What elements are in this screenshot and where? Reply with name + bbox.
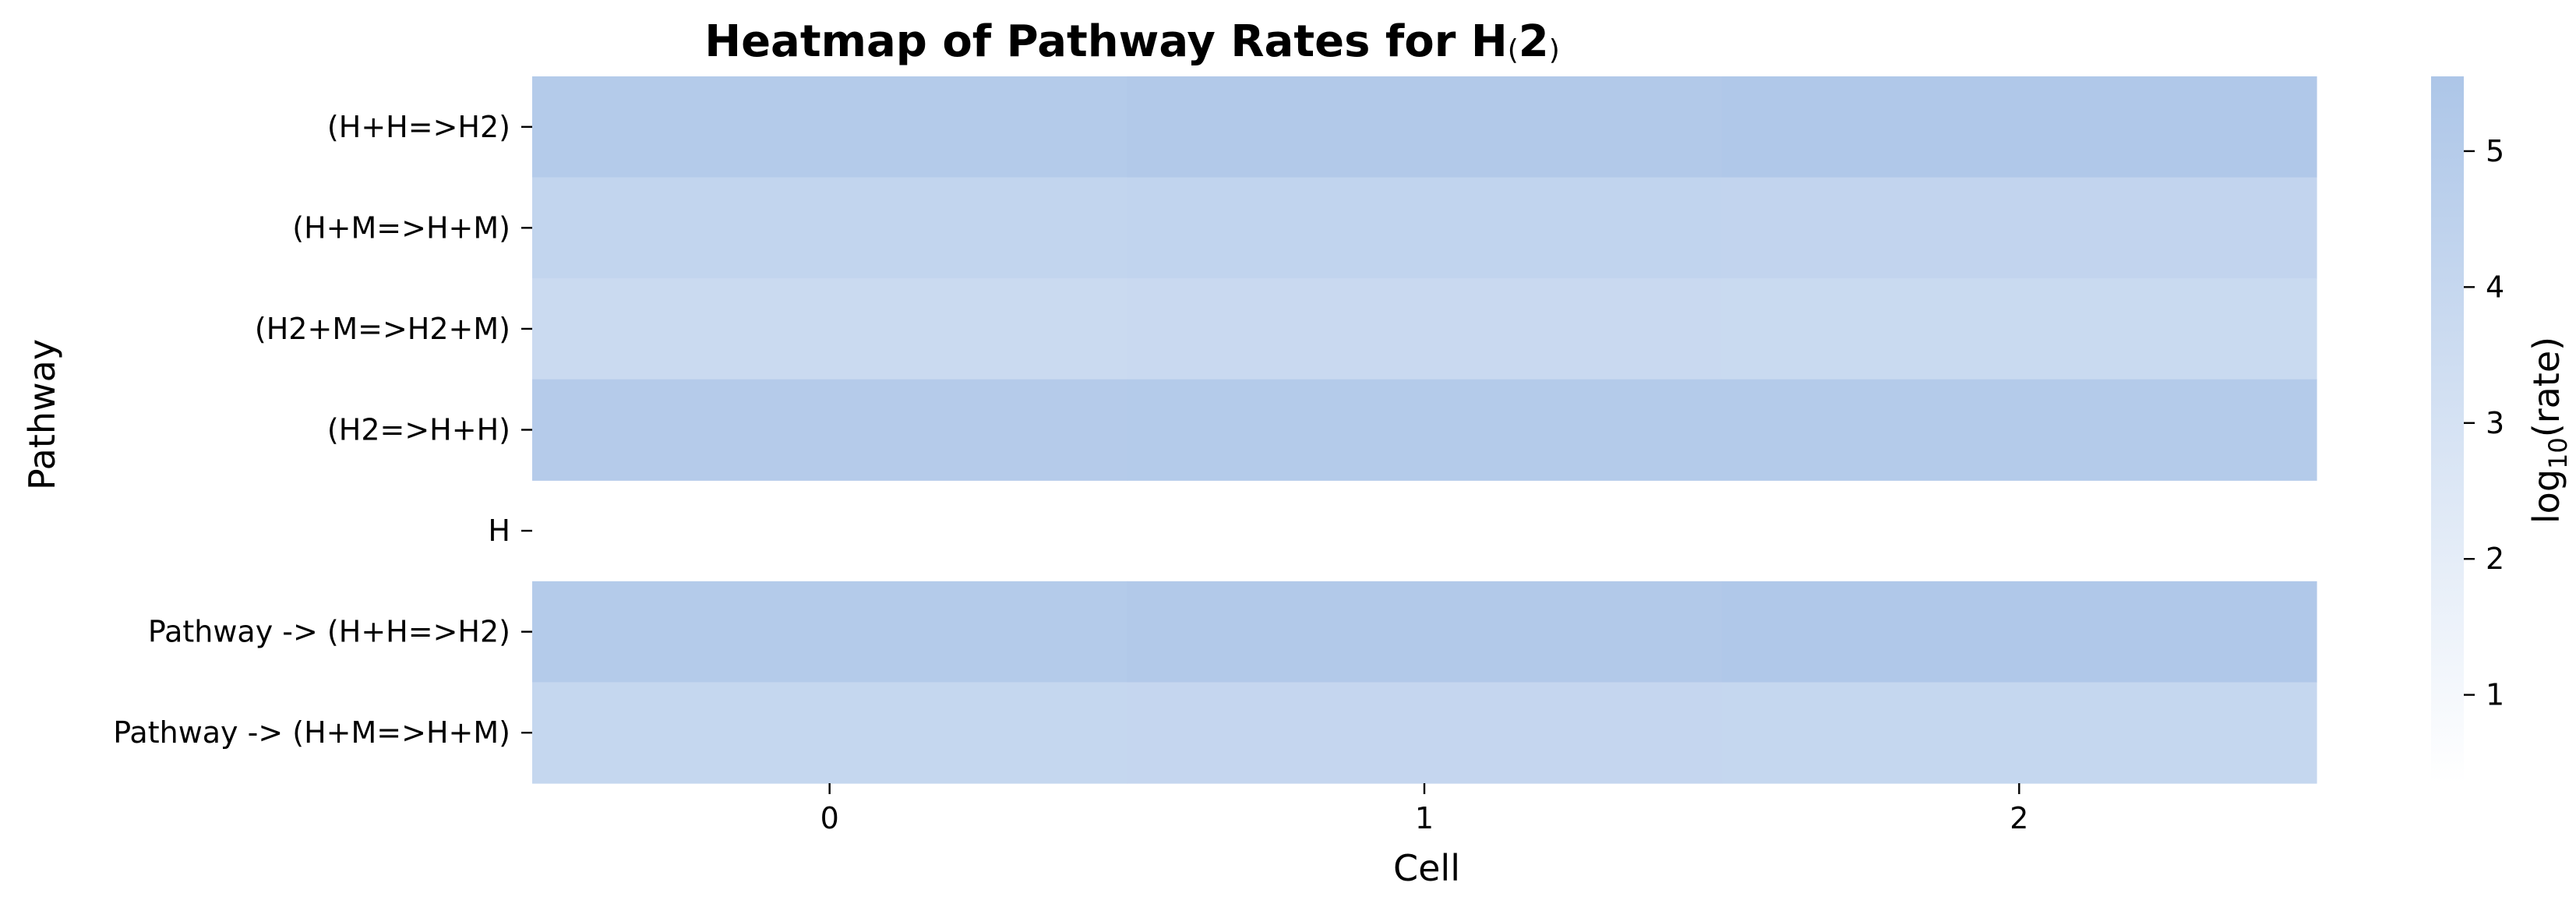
heatmap-cell [1127, 581, 1723, 683]
colorbar-label-sub: 10 [2543, 437, 2573, 469]
chart-title-paren-close: ) [1549, 34, 1560, 66]
y-axis-ticks: (H+H=>H2) (H+M=>H+M) (H2+M=>H2+M) (H2=>H+H)… [113, 110, 532, 750]
y-tick-label: Pathway -> (H+H=>H2) [148, 615, 510, 649]
heatmap-cell [1721, 379, 2317, 481]
heatmap-cells [532, 76, 2317, 784]
heatmap-cell [532, 278, 1127, 380]
chart-title-paren-value: 2 [1519, 16, 1549, 67]
x-tick-label: 2 [2010, 801, 2028, 835]
colorbar-tick-label: 1 [2486, 678, 2504, 712]
colorbar-tick-label: 4 [2486, 270, 2504, 304]
chart-title-main: Heatmap of Pathway Rates for H [704, 16, 1508, 67]
chart-title: Heatmap of Pathway Rates for H(2) [704, 16, 1560, 67]
y-tick-label: Pathway -> (H+M=>H+M) [113, 715, 510, 750]
colorbar-tick-label: 2 [2486, 542, 2504, 576]
colorbar-tick-label: 5 [2486, 134, 2504, 168]
chart-title-paren-open: ( [1508, 34, 1519, 66]
heatmap-cell [1721, 76, 2317, 178]
colorbar-label-rest: (rate) [2525, 337, 2567, 437]
y-tick-label: (H+M=>H+M) [292, 210, 510, 245]
heatmap-cell [1721, 682, 2317, 784]
heatmap-cell [1721, 177, 2317, 279]
x-axis-ticks: 0 1 2 [820, 783, 2028, 835]
y-tick-label: (H2+M=>H2+M) [255, 312, 510, 346]
x-tick-label: 0 [820, 801, 839, 835]
y-tick-label: (H+H=>H2) [327, 110, 510, 144]
y-tick-label: (H2=>H+H) [327, 413, 510, 447]
heatmap-cell [1721, 278, 2317, 380]
colorbar-ticks: 1 2 3 4 5 [2464, 134, 2504, 712]
heatmap-cell [1721, 581, 2317, 683]
x-tick-label: 1 [1415, 801, 1434, 835]
heatmap-cell [1127, 682, 1723, 784]
heatmap-cell [1127, 76, 1723, 178]
colorbar-label-main: log [2525, 469, 2567, 524]
colorbar-tick-label: 3 [2486, 406, 2504, 440]
heatmap-cell [532, 76, 1127, 178]
heatmap-cell [532, 682, 1127, 784]
x-axis-label: Cell [1393, 847, 1460, 889]
colorbar-label: log10(rate) [2525, 337, 2573, 524]
colorbar [2431, 76, 2464, 783]
heatmap-cell [1127, 379, 1723, 481]
y-tick-label: H [488, 514, 510, 548]
heatmap-cell [1127, 278, 1723, 380]
heatmap-cell [532, 581, 1127, 683]
y-axis-label: Pathway [21, 339, 63, 490]
heatmap-cell [1127, 177, 1723, 279]
heatmap-cell [532, 379, 1127, 481]
heatmap-cell [532, 177, 1127, 279]
